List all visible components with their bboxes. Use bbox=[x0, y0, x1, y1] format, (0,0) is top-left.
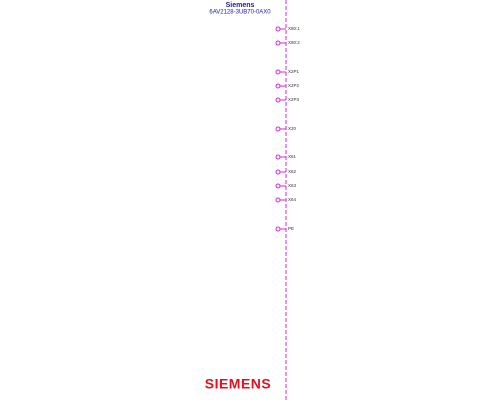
pin-terminal bbox=[275, 169, 281, 175]
pin-label: X61 bbox=[288, 154, 297, 159]
pin-terminal bbox=[275, 83, 281, 89]
pin-terminal bbox=[275, 26, 281, 32]
device-subtitle: 6AV2128-3UB70-0AX0 bbox=[209, 10, 271, 16]
pin-label: X80:2 bbox=[288, 40, 300, 45]
pin-label: X62 bbox=[288, 169, 297, 174]
pin-terminal bbox=[275, 183, 281, 189]
pin-terminal bbox=[275, 40, 281, 46]
pin-terminal bbox=[275, 197, 281, 203]
pin-label: PE bbox=[288, 226, 294, 231]
pin-group: X80:1 X80:2 X2P1 X2P2 X2P3 X20 X61 X62 X63 X64 PE bbox=[275, 26, 300, 232]
pin-label: X64 bbox=[288, 197, 297, 202]
pin-label: X2P2 bbox=[288, 83, 300, 88]
device-title: Siemens bbox=[226, 2, 255, 9]
pin-terminal bbox=[275, 154, 281, 160]
pin-label: X20 bbox=[288, 126, 297, 131]
pin-label: X2P1 bbox=[288, 69, 300, 74]
pin-label: X2P3 bbox=[288, 97, 300, 102]
pin-terminal bbox=[275, 69, 281, 75]
pin-label: X63 bbox=[288, 183, 297, 188]
pin-terminal bbox=[275, 126, 281, 132]
logo: SIEMENS bbox=[205, 376, 272, 392]
pin-terminal bbox=[275, 97, 281, 103]
pin-terminal bbox=[275, 226, 281, 232]
pin-label: X80:1 bbox=[288, 26, 300, 31]
